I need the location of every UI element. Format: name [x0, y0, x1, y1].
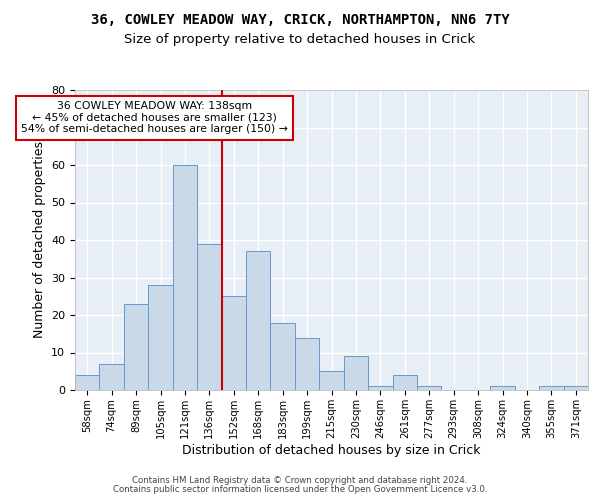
Text: Contains HM Land Registry data © Crown copyright and database right 2024.: Contains HM Land Registry data © Crown c…	[132, 476, 468, 485]
Bar	[490, 386, 515, 390]
Text: 36, COWLEY MEADOW WAY, CRICK, NORTHAMPTON, NN6 7TY: 36, COWLEY MEADOW WAY, CRICK, NORTHAMPTO…	[91, 12, 509, 26]
Bar	[368, 386, 392, 390]
Bar	[124, 304, 148, 390]
Bar	[197, 244, 221, 390]
Bar	[563, 386, 588, 390]
Bar	[417, 386, 442, 390]
Bar	[539, 386, 563, 390]
Bar	[319, 371, 344, 390]
Bar	[75, 375, 100, 390]
X-axis label: Distribution of detached houses by size in Crick: Distribution of detached houses by size …	[182, 444, 481, 456]
Bar	[392, 375, 417, 390]
Bar	[100, 364, 124, 390]
Bar	[271, 322, 295, 390]
Bar	[246, 251, 271, 390]
Text: Size of property relative to detached houses in Crick: Size of property relative to detached ho…	[124, 32, 476, 46]
Bar	[173, 165, 197, 390]
Text: Contains public sector information licensed under the Open Government Licence v3: Contains public sector information licen…	[113, 485, 487, 494]
Text: 36 COWLEY MEADOW WAY: 138sqm
← 45% of detached houses are smaller (123)
54% of s: 36 COWLEY MEADOW WAY: 138sqm ← 45% of de…	[21, 101, 288, 134]
Y-axis label: Number of detached properties: Number of detached properties	[32, 142, 46, 338]
Bar	[295, 338, 319, 390]
Bar	[148, 285, 173, 390]
Bar	[344, 356, 368, 390]
Bar	[221, 296, 246, 390]
